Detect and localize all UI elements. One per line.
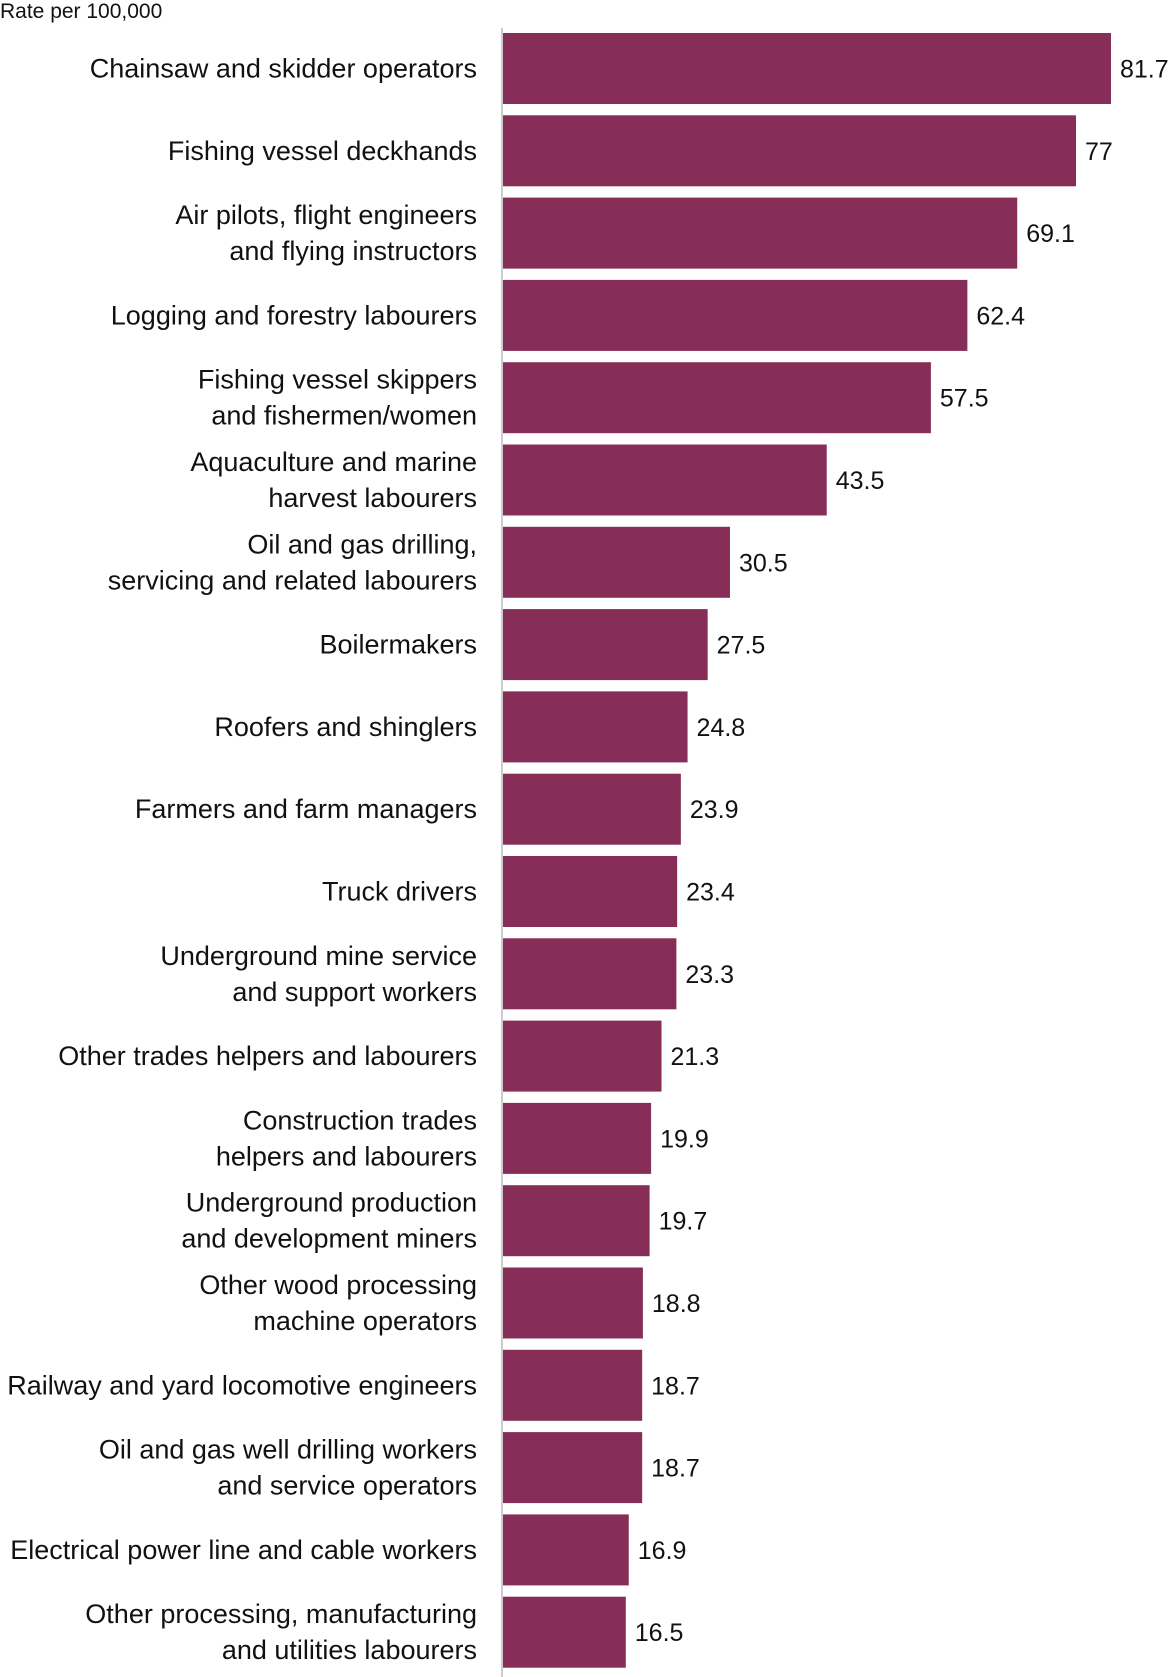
value-label: 30.5 (739, 549, 788, 577)
value-label: 18.7 (651, 1455, 700, 1483)
value-label: 43.5 (836, 467, 885, 495)
category-label: Electrical power line and cable workers (10, 1535, 477, 1565)
category-label: Construction trades helpers and labourers (216, 1105, 477, 1171)
bar (503, 444, 827, 516)
value-label: 69.1 (1026, 220, 1075, 248)
value-label: 16.9 (638, 1537, 687, 1565)
bar (503, 362, 931, 434)
category-label: Oil and gas drilling, servicing and relat… (108, 529, 477, 595)
bar (503, 1185, 650, 1257)
category-label: Air pilots, flight engineers and flying i… (175, 200, 477, 266)
category-label: Aquaculture and marine harvest labourers (190, 447, 477, 513)
value-label: 19.7 (659, 1208, 708, 1236)
value-label: 23.3 (685, 961, 734, 989)
category-label-line: Fishing vessel skippers (198, 365, 477, 395)
category-label-line: Electrical power line and cable workers (10, 1535, 477, 1565)
category-label: Underground production and development mi… (181, 1188, 477, 1254)
category-label-line: and development miners (181, 1224, 477, 1254)
category-label: Fishing vessel skippers and fishermen/wom… (198, 365, 477, 431)
category-label-line: Construction trades (243, 1105, 477, 1135)
category-label: Farmers and farm managers (135, 794, 477, 824)
value-label: 77 (1085, 138, 1113, 166)
category-label-line: Farmers and farm managers (135, 794, 477, 824)
category-label-line: Air pilots, flight engineers (175, 200, 477, 230)
category-label: Chainsaw and skidder operators (90, 54, 477, 84)
category-label-line: and support workers (232, 977, 477, 1007)
bar (503, 33, 1111, 104)
bar (503, 1596, 626, 1668)
value-label: 23.4 (686, 879, 735, 907)
category-label: Other processing, manufacturing and utili… (85, 1599, 477, 1665)
category-label: Truck drivers (322, 877, 477, 907)
value-label: 81.7 (1120, 56, 1169, 84)
category-label-line: Roofers and shinglers (214, 712, 477, 742)
category-label-line: and fishermen/women (211, 401, 477, 431)
category-label-line: and flying instructors (229, 236, 477, 266)
bar (503, 1102, 652, 1174)
category-label-line: Oil and gas drilling, (247, 529, 477, 559)
bar (503, 938, 677, 1010)
value-label: 21.3 (671, 1043, 720, 1071)
value-label: 27.5 (717, 632, 766, 660)
category-label-line: Oil and gas well drilling workers (99, 1435, 477, 1465)
value-label: 62.4 (976, 302, 1025, 330)
category-label-line: helpers and labourers (216, 1141, 477, 1171)
category-label-line: Truck drivers (322, 877, 477, 907)
category-label-line: Underground mine service (160, 941, 477, 971)
value-label: 24.8 (697, 714, 746, 742)
bar (503, 856, 678, 927)
value-label: 23.9 (690, 796, 739, 824)
category-label: Oil and gas well drilling workers and ser… (99, 1435, 477, 1501)
bar (503, 197, 1018, 269)
category-label: Boilermakers (319, 630, 477, 660)
category-label-line: Boilermakers (319, 630, 477, 660)
category-label: Underground mine service and support work… (160, 941, 477, 1007)
value-label: 16.5 (635, 1619, 684, 1647)
value-label: 18.8 (652, 1290, 701, 1318)
bar (503, 691, 688, 763)
category-label-line: Other wood processing (199, 1270, 477, 1300)
category-label-line: Fishing vessel deckhands (168, 136, 477, 166)
category-label-line: Other processing, manufacturing (85, 1599, 477, 1629)
category-label-line: Other trades helpers and labourers (58, 1041, 477, 1071)
value-label: 18.7 (651, 1372, 700, 1400)
category-label-line: harvest labourers (268, 483, 477, 513)
bar (503, 1020, 662, 1092)
category-label: Other wood processing machine operators (199, 1270, 477, 1336)
category-label-line: Aquaculture and marine (190, 447, 477, 477)
category-label: Logging and forestry labourers (111, 300, 477, 330)
category-label-line: Logging and forestry labourers (111, 300, 477, 330)
category-label-line: Underground production (186, 1188, 477, 1218)
category-label: Other trades helpers and labourers (58, 1041, 477, 1071)
category-label-line: Chainsaw and skidder operators (90, 54, 477, 84)
value-label: 57.5 (940, 385, 989, 413)
category-label-line: and utilities labourers (222, 1635, 477, 1665)
category-label-line: Railway and yard locomotive engineers (7, 1370, 477, 1400)
bar (503, 526, 730, 598)
value-label: 19.9 (660, 1125, 709, 1153)
bar (503, 115, 1077, 187)
bar (503, 1267, 643, 1339)
category-label: Roofers and shinglers (214, 712, 477, 742)
bar (503, 1432, 643, 1504)
bar (503, 773, 681, 845)
bar (503, 1514, 629, 1586)
bar (503, 279, 968, 351)
bar (503, 1349, 643, 1421)
category-label: Railway and yard locomotive engineers (7, 1370, 477, 1400)
category-label: Fishing vessel deckhands (168, 136, 477, 166)
category-label-line: machine operators (253, 1306, 477, 1336)
category-label-line: and service operators (217, 1471, 477, 1501)
category-label-line: servicing and related labourers (108, 565, 477, 595)
bar (503, 609, 708, 681)
y-axis-label: Rate per 100,000 (0, 0, 163, 23)
